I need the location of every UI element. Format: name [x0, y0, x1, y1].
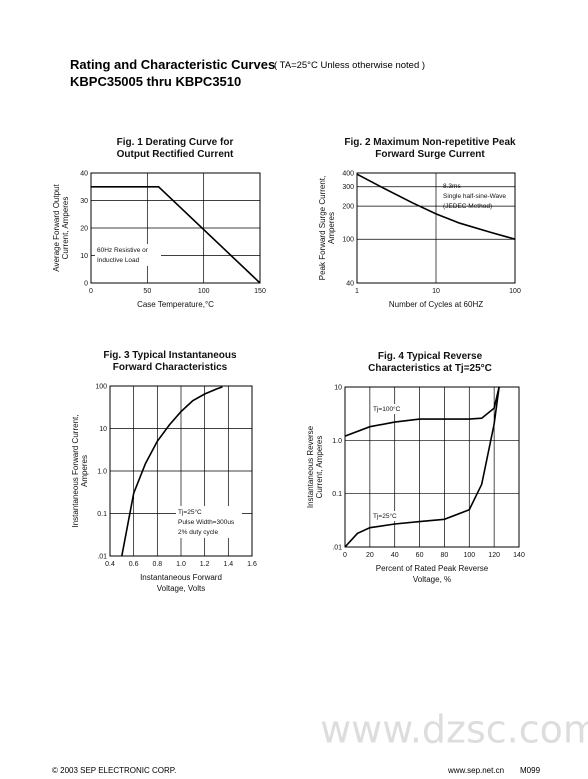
- x-tick-label: 0: [343, 552, 347, 559]
- chart-title: Fig. 4 Typical Reverse: [378, 351, 483, 362]
- page-code: M099: [520, 766, 541, 775]
- x-tick-label: 1.2: [200, 561, 210, 568]
- x-tick-label: 140: [513, 552, 525, 559]
- x-axis-label: Case Temperature,°C: [137, 300, 214, 309]
- x-tick-label: 1.6: [247, 561, 257, 568]
- y-axis-label: Instantaneous Forward Current,: [71, 415, 80, 528]
- x-axis-label: Number of Cycles at 60HZ: [389, 300, 483, 309]
- series-label: Tj=100°C: [373, 405, 401, 413]
- y-axis-label: Current, Amperes: [61, 197, 70, 260]
- y-axis-label: Current, Amperes: [315, 436, 324, 499]
- x-tick-label: 100: [509, 288, 521, 295]
- x-tick-label: 1: [355, 288, 359, 295]
- annotation: (JEDEC Method): [443, 203, 492, 210]
- x-tick-label: 120: [488, 552, 500, 559]
- chart-title: Fig. 3 Typical Instantaneous: [103, 350, 237, 361]
- annotation: Tj=25°C: [178, 508, 202, 516]
- data-line: [356, 173, 516, 240]
- x-tick-label: 100: [198, 288, 210, 295]
- y-axis-label: Average Forward Output: [52, 183, 61, 271]
- x-tick-label: 60: [416, 552, 424, 559]
- x-tick-label: 150: [254, 288, 266, 295]
- y-tick-label: 300: [342, 184, 354, 191]
- page-subtitle: KBPC35005 thru KBPC3510: [70, 74, 242, 89]
- y-tick-label: 40: [80, 171, 88, 178]
- series-label-box: [371, 511, 405, 521]
- annotation: 2% duty cycle: [178, 529, 218, 536]
- y-tick-label: 40: [346, 281, 354, 288]
- x-tick-label: 100: [463, 552, 475, 559]
- y-tick-label: .01: [332, 545, 342, 552]
- data-line: [344, 386, 500, 437]
- x-tick-label: 0.6: [129, 561, 139, 568]
- y-tick-label: 100: [95, 384, 107, 391]
- annotation: Pulse Width=300us: [178, 519, 235, 526]
- data-line: [121, 386, 223, 557]
- x-axis-label: Instantaneous Forward: [140, 573, 222, 582]
- condition-note: ( TA=25°C Unless otherwise noted ): [274, 60, 426, 71]
- annotation: Inductive Load: [97, 257, 140, 264]
- y-tick-label: 1.0: [332, 438, 342, 445]
- annotation: Single half-sine-Wave: [443, 193, 506, 200]
- x-axis-label: Voltage, Volts: [157, 584, 205, 593]
- y-tick-label: 100: [342, 237, 354, 244]
- annotation-box: [176, 506, 242, 538]
- series-label: Tj=25°C: [373, 512, 397, 520]
- y-axis-label: Instantaneous Reverse: [306, 425, 315, 508]
- x-tick-label: 80: [441, 552, 449, 559]
- y-tick-label: 200: [342, 204, 354, 211]
- y-tick-label: 1.0: [97, 469, 107, 476]
- y-tick-label: 10: [334, 385, 342, 392]
- x-tick-label: 10: [432, 288, 440, 295]
- data-line: [91, 186, 261, 284]
- series-label-box: [371, 404, 405, 414]
- annotation-box: [95, 244, 161, 266]
- copyright: © 2003 SEP ELECTRONIC CORP.: [52, 766, 177, 775]
- x-tick-label: 20: [366, 552, 374, 559]
- chart-title: Characteristics at Tj=25°C: [368, 363, 492, 374]
- x-tick-label: 1.0: [176, 561, 186, 568]
- y-tick-label: 0.1: [332, 491, 342, 498]
- x-tick-label: 0: [89, 288, 93, 295]
- x-axis-label: Percent of Rated Peak Reverse: [376, 564, 489, 573]
- y-tick-label: 30: [80, 198, 88, 205]
- y-tick-label: 10: [80, 253, 88, 260]
- page-title: Rating and Characteristic Curves: [70, 57, 276, 72]
- x-tick-label: 0.4: [105, 561, 115, 568]
- y-axis-label: Peak Forward Surge Current,: [318, 176, 327, 281]
- y-tick-label: 0: [84, 281, 88, 288]
- data-line: [344, 386, 500, 548]
- x-axis-label: Voltage, %: [413, 575, 451, 584]
- annotation: 60Hz Resistive or: [97, 247, 149, 254]
- x-tick-label: 1.4: [223, 561, 233, 568]
- y-tick-label: .01: [97, 554, 107, 561]
- chart-title: Fig. 2 Maximum Non-repetitive Peak: [344, 137, 516, 148]
- y-tick-label: 10: [99, 426, 107, 433]
- x-tick-label: 0.8: [152, 561, 162, 568]
- y-axis-label: Amperes: [327, 212, 336, 244]
- website: www.sep.net.cn: [448, 766, 505, 775]
- chart-title: Output Rectified Current: [117, 149, 234, 160]
- y-tick-label: 20: [80, 226, 88, 233]
- chart-title: Forward Characteristics: [113, 362, 228, 373]
- y-tick-label: 400: [342, 171, 354, 178]
- y-tick-label: 0.1: [97, 511, 107, 518]
- chart-title: Forward Surge Current: [375, 149, 485, 160]
- y-axis-label: Amperes: [80, 455, 89, 487]
- annotation: 8.3ms: [443, 183, 461, 190]
- chart-title: Fig. 1 Derating Curve for: [117, 137, 234, 148]
- x-tick-label: 50: [143, 288, 151, 295]
- watermark: www.dzsc.com: [320, 708, 588, 752]
- x-tick-label: 40: [391, 552, 399, 559]
